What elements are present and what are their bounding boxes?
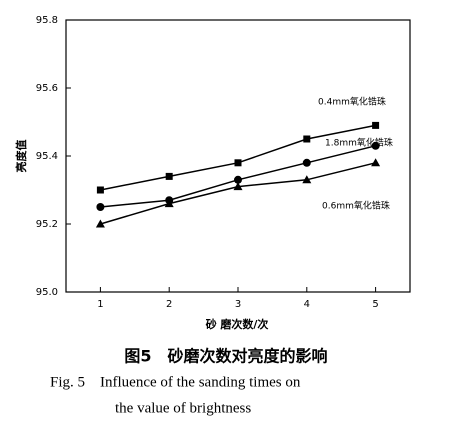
marker (164, 199, 174, 208)
marker (302, 175, 312, 184)
caption-en: Fig. 5 Influence of the sanding times on (50, 374, 301, 390)
y-tick-label: 95.8 (36, 15, 58, 26)
marker (95, 219, 105, 228)
marker (96, 203, 105, 211)
marker (371, 158, 381, 167)
x-tick-label: 3 (235, 299, 241, 310)
marker (234, 175, 242, 184)
series-label: 0.4mm氧化锆珠 (318, 96, 386, 108)
marker (233, 182, 243, 191)
plot-frame (65, 19, 411, 293)
marker (371, 141, 380, 150)
y-tick-label: 95.0 (36, 287, 58, 298)
series-line (100, 162, 376, 225)
marker (234, 159, 242, 167)
caption-cn: 图5 砂磨次数对亮度的影响 (124, 347, 327, 366)
marker (165, 172, 173, 180)
x-tick-label: 1 (97, 299, 103, 310)
marker (372, 121, 380, 129)
x-tick-label: 2 (166, 299, 172, 310)
x-tick-label: 4 (304, 299, 310, 310)
y-tick-label: 95.6 (36, 83, 58, 94)
y-axis-label: 亮度值 (14, 140, 28, 173)
x-axis-label: 砂 磨次数/次 (206, 317, 269, 331)
marker (96, 186, 104, 194)
y-tick-label: 95.4 (36, 151, 58, 162)
series-label: 1.8mm氧化锆珠 (325, 137, 393, 149)
marker (303, 135, 311, 143)
caption-en: the value of brightness (115, 400, 251, 416)
series-label: 0.6mm氧化锆珠 (322, 200, 390, 212)
marker (302, 158, 311, 167)
x-tick-label: 5 (372, 299, 378, 310)
y-tick-label: 95.2 (36, 219, 58, 230)
